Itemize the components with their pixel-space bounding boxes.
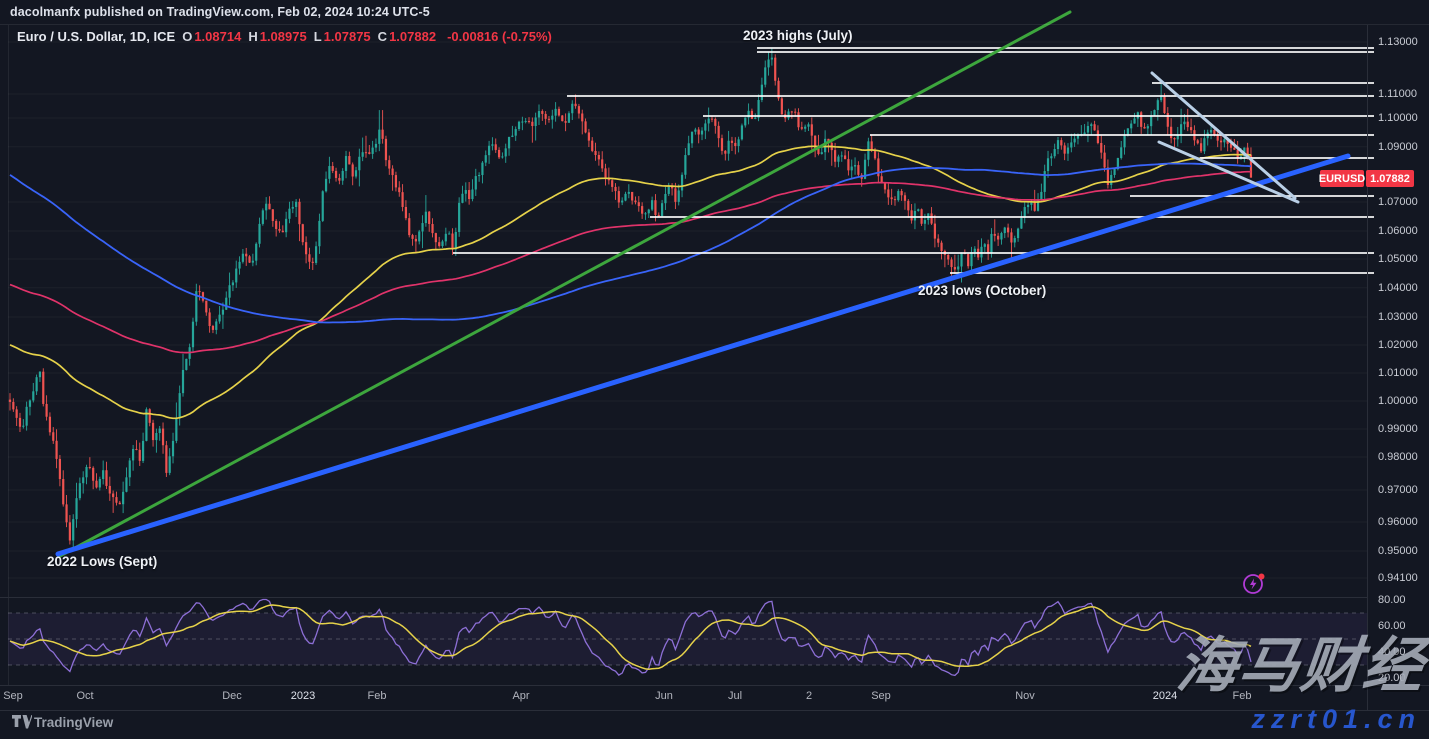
blue-rising-support	[55, 153, 1351, 557]
watermark-cjk: 海马财经	[1173, 632, 1429, 699]
last-price-symbol-chip: EURUSD	[1319, 170, 1365, 187]
annotation-2023-lows: 2023 lows (October)	[918, 283, 1047, 298]
time-axis-label: Sep	[871, 690, 891, 702]
price-axis-label: 1.04000	[1378, 281, 1418, 294]
time-axis-label: Jun	[655, 690, 673, 702]
price-axis-label: 1.13000	[1378, 36, 1418, 48]
price-axis-label: 1.10000	[1378, 112, 1418, 124]
change-readout: -0.00816 (-0.75%)	[447, 29, 552, 44]
pane-frame	[0, 24, 1429, 710]
ma-blue	[9, 162, 1252, 324]
watermark-url: zzrt01.cn	[1251, 704, 1421, 734]
price-axis-label: 0.96000	[1378, 516, 1418, 528]
candles-layer	[8, 48, 1253, 549]
time-axis-label: 2023	[290, 690, 316, 702]
price-axis-label: 1.03000	[1378, 311, 1418, 323]
time-axis-label: Dec	[222, 690, 242, 702]
ohlc-high: H 1.08975	[248, 29, 307, 44]
time-axis-label: Jul	[727, 690, 743, 702]
footer-bar	[0, 710, 1429, 739]
wedge-lower-line	[1157, 140, 1300, 204]
rsi-axis-label: 40.00	[1378, 646, 1406, 658]
tradingview-wordmark[interactable]: TradingView	[34, 715, 114, 730]
time-axis-label: 2024	[1152, 690, 1178, 702]
price-axis-label: 1.05000	[1378, 253, 1418, 265]
price-axis-label: 1.11000	[1378, 88, 1417, 100]
price-axis-label: 0.94100	[1378, 572, 1418, 584]
symbol-title: Euro / U.S. Dollar, 1D, ICE	[17, 29, 176, 44]
time-axis-label: Nov	[1015, 690, 1035, 702]
annotation-2022-lows: 2022 Lows (Sept)	[47, 554, 158, 569]
last-price-value-chip: 1.07882	[1366, 170, 1414, 187]
rsi-axis-label: 60.00	[1378, 620, 1406, 632]
annotation-2023-highs: 2023 highs (July)	[743, 28, 853, 43]
published-byline: dacolmanfx published on TradingView.com,…	[10, 5, 430, 19]
green-longterm-trendline	[58, 10, 1072, 558]
grid-lines	[8, 41, 1367, 579]
ma-yellow	[9, 145, 1252, 420]
wedge-upper-line	[1150, 71, 1297, 200]
price-axis-label: 0.98000	[1378, 451, 1418, 463]
price-axis-label: 1.01000	[1378, 367, 1418, 379]
rsi-axis-label: 80.00	[1378, 594, 1406, 606]
ohlc-low: L 1.07875	[313, 29, 371, 44]
price-axis-label: 0.95000	[1378, 545, 1418, 557]
symbol-legend[interactable]: Euro / U.S. Dollar, 1D, ICE O 1.08714 H 1.…	[17, 29, 552, 44]
price-axis-label: 1.00000	[1378, 395, 1418, 407]
ohlc-close: C 1.07882	[377, 29, 437, 44]
price-axis-label: 1.06000	[1378, 225, 1418, 237]
time-axis-label: Feb	[1232, 690, 1252, 702]
price-axis-label: 0.99000	[1378, 423, 1418, 435]
time-axis-label: Sep	[3, 690, 23, 702]
ohlc-open: O 1.08714	[182, 29, 242, 44]
rsi-axis-label: 20.00	[1378, 672, 1406, 684]
price-axis-label: 1.09000	[1378, 140, 1418, 153]
time-axis-label: 2	[805, 690, 813, 702]
time-axis-label: Feb	[367, 690, 387, 702]
time-axis-label: Oct	[76, 690, 94, 702]
ma-pink	[9, 170, 1251, 354]
rsi-ma-line	[9, 604, 1252, 671]
rsi-line	[9, 598, 1252, 677]
tradingview-logo-icon[interactable]	[12, 714, 32, 730]
rsi-layer	[9, 598, 1252, 677]
trendlines	[55, 10, 1351, 558]
level-lines	[453, 47, 1374, 274]
moving-averages	[9, 145, 1252, 420]
time-axis-label: Apr	[512, 690, 530, 702]
price-axis-label: 1.02000	[1378, 339, 1418, 351]
price-axis-label: 1.07000	[1378, 196, 1418, 208]
flash-ideas-icon[interactable]	[1242, 572, 1266, 596]
price-axis-label: 0.97000	[1378, 484, 1418, 496]
